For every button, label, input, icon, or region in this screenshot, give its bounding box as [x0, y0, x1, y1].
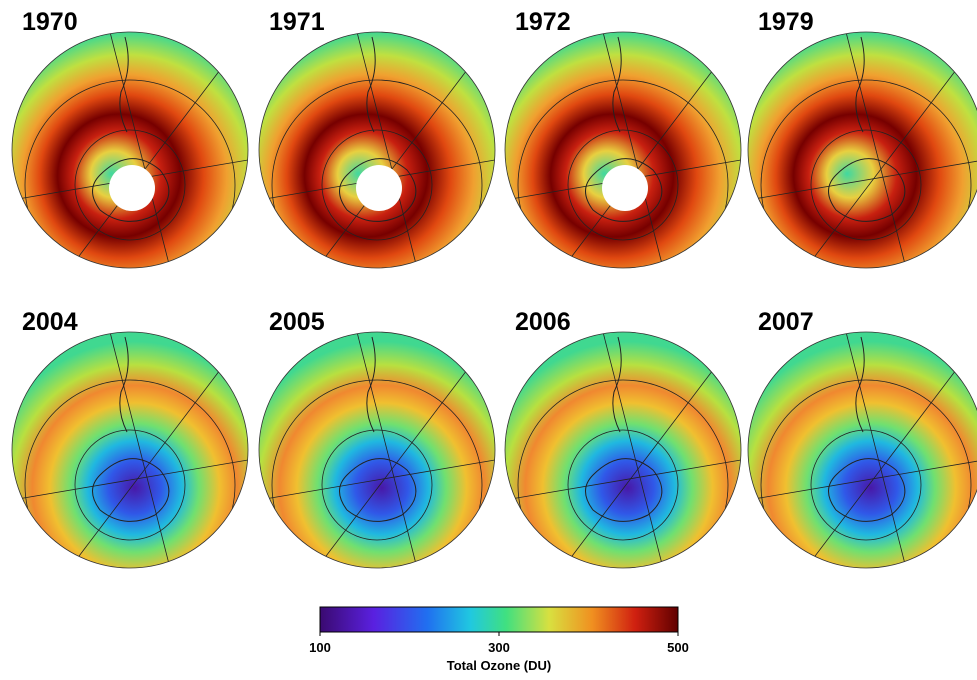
figure: Total Ozone (DU) 1970 1971 1972 1979 2004 200… [0, 0, 977, 680]
no-data [602, 165, 648, 211]
colorbar-label: Total Ozone (DU) [447, 658, 551, 673]
panel-title: 1972 [515, 8, 571, 36]
panel-title: 1971 [269, 8, 325, 36]
globe [259, 332, 495, 568]
panel-title: 1979 [758, 8, 814, 36]
panel-title: 2006 [515, 308, 571, 336]
globe [748, 32, 977, 268]
globe [505, 332, 741, 568]
globe [748, 332, 977, 568]
colorbar-tick-label: 500 [667, 640, 689, 655]
no-data [109, 165, 155, 211]
globe [12, 32, 248, 268]
globe [12, 332, 248, 568]
panel-title: 2004 [22, 308, 78, 336]
globe [505, 32, 741, 268]
colorbar [320, 607, 678, 632]
globe [259, 32, 495, 268]
colorbar-tick-label: 300 [488, 640, 510, 655]
panel-title: 2005 [269, 308, 325, 336]
colorbar-tick-label: 100 [309, 640, 331, 655]
panel-title: 1970 [22, 8, 78, 36]
panel-title: 2007 [758, 308, 814, 336]
no-data [356, 165, 402, 211]
